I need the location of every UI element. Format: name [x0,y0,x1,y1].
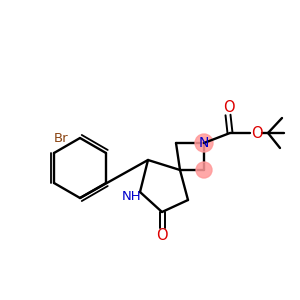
Text: N: N [199,136,209,150]
Text: NH: NH [122,190,142,202]
Text: O: O [156,229,168,244]
Text: O: O [223,100,235,115]
Text: Br: Br [53,131,68,145]
Circle shape [196,162,212,178]
Circle shape [195,134,213,152]
Text: O: O [251,125,263,140]
